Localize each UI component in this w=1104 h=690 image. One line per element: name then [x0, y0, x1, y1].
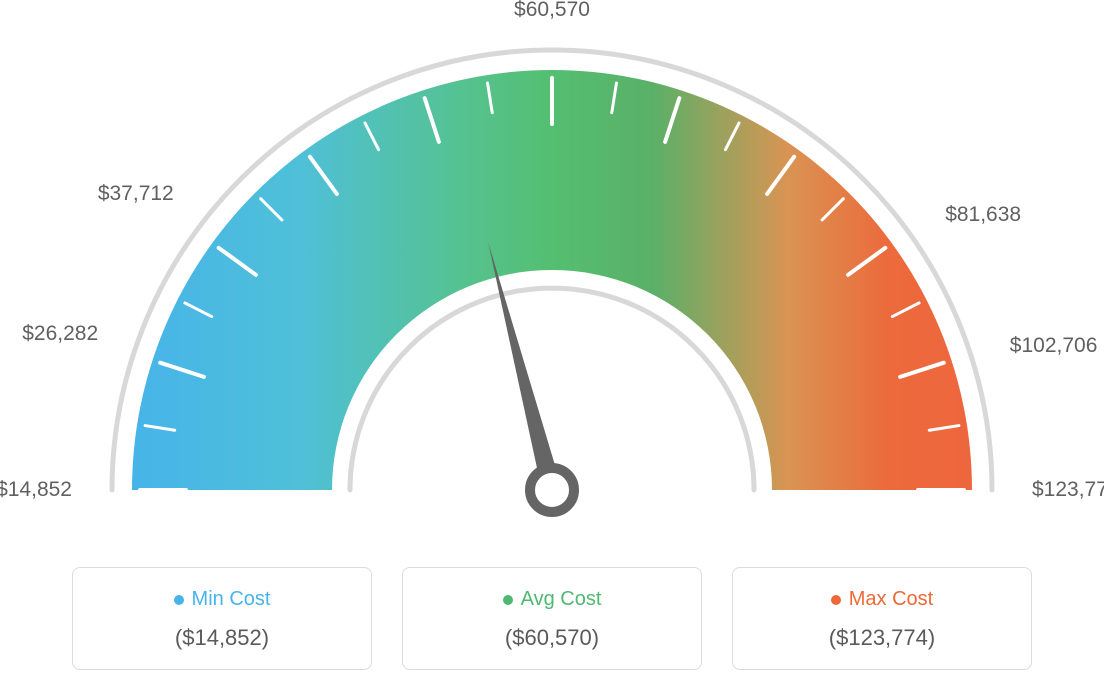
scale-label: $123,774: [1032, 478, 1104, 502]
legend-value-avg: ($60,570): [413, 625, 691, 651]
scale-label: $102,706: [1010, 334, 1098, 358]
legend-label: Max Cost: [849, 588, 933, 611]
scale-label: $14,852: [0, 478, 72, 502]
scale-label: $81,638: [945, 203, 1021, 227]
gauge-chart: $14,852 $26,282 $37,712 $60,570 $81,638 $102,…: [0, 0, 1104, 540]
legend-label: Min Cost: [192, 588, 271, 611]
legend-card-avg: Avg Cost ($60,570): [402, 567, 702, 670]
legend-label: Avg Cost: [521, 588, 602, 611]
scale-label: $60,570: [514, 0, 590, 22]
scale-label: $26,282: [22, 322, 98, 346]
scale-label: $37,712: [98, 182, 174, 206]
legend-row: Min Cost ($14,852) Avg Cost ($60,570) Ma…: [0, 567, 1104, 670]
legend-title-min: Min Cost: [174, 588, 271, 611]
cost-gauge-widget: $14,852 $26,282 $37,712 $60,570 $81,638 $102,…: [0, 0, 1104, 690]
dot-icon: [174, 595, 184, 605]
legend-value-min: ($14,852): [83, 625, 361, 651]
legend-card-max: Max Cost ($123,774): [732, 567, 1032, 670]
dot-icon: [503, 595, 513, 605]
legend-title-max: Max Cost: [831, 588, 933, 611]
legend-value-max: ($123,774): [743, 625, 1021, 651]
legend-title-avg: Avg Cost: [503, 588, 602, 611]
legend-card-min: Min Cost ($14,852): [72, 567, 372, 670]
dot-icon: [831, 595, 841, 605]
